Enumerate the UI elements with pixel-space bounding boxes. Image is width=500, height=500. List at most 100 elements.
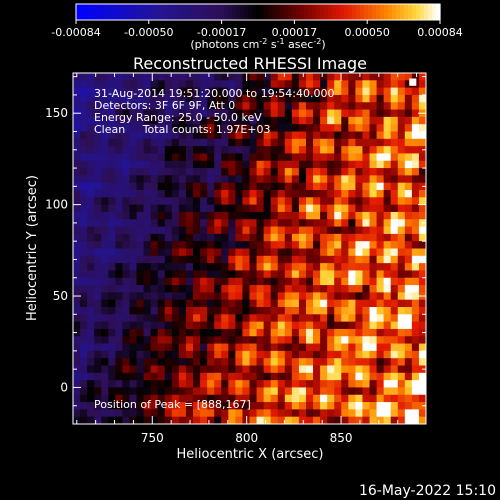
heatmap-cell [298, 87, 307, 96]
heatmap-cell [369, 190, 378, 198]
heatmap-cell [101, 350, 109, 359]
heatmap-cell [185, 343, 194, 352]
heatmap-cell [115, 307, 123, 315]
heatmap-cell [305, 328, 314, 337]
heatmap-cell [390, 336, 399, 345]
heatmap-cell [73, 394, 81, 403]
heatmap-cell [235, 168, 243, 176]
heatmap-cell [207, 80, 215, 89]
heatmap-cell [411, 241, 420, 249]
heatmap-cell [376, 292, 385, 301]
heatmap-cell [122, 219, 130, 228]
heatmap-cell [397, 307, 406, 315]
heatmap-cell [143, 328, 152, 337]
heatmap-cell [214, 94, 222, 103]
colorbar-cell [292, 4, 297, 20]
heatmap-cell [277, 109, 286, 118]
heatmap-cell [108, 109, 116, 118]
heatmap-cell [129, 402, 138, 410]
heatmap-cell [242, 270, 250, 279]
heatmap-cell [80, 299, 88, 308]
heatmap-cell [277, 402, 286, 410]
heatmap-cell [418, 94, 427, 103]
colorbar-cell [332, 4, 337, 20]
heatmap-cell [362, 102, 371, 111]
heatmap-cell [207, 255, 215, 264]
heatmap-cell [284, 175, 293, 184]
heatmap-cell [263, 365, 272, 374]
heatmap-cell [164, 73, 173, 81]
heatmap-cell [256, 109, 265, 118]
heatmap-cell [256, 160, 265, 169]
heatmap-cell [404, 116, 413, 125]
heatmap-cell [136, 285, 145, 293]
heatmap-cell [383, 336, 392, 345]
heatmap-cell [411, 94, 420, 103]
heatmap-cell [313, 116, 321, 125]
heatmap-cell [171, 131, 180, 140]
heatmap-cell [256, 102, 265, 111]
heatmap-cell [298, 394, 307, 403]
heatmap-cell [284, 416, 293, 425]
heatmap-cell [214, 328, 222, 337]
heatmap-cell [108, 168, 116, 176]
heatmap-cell [157, 380, 166, 388]
heatmap-cell [313, 211, 321, 220]
heatmap-cell [178, 197, 187, 206]
heatmap-cell [418, 270, 427, 279]
heatmap-cell [320, 277, 328, 286]
heatmap-cell [256, 343, 265, 352]
colorbar-cell [88, 4, 93, 20]
heatmap-cell [164, 292, 173, 301]
heatmap-cell [397, 285, 406, 293]
heatmap-cell [221, 365, 229, 374]
heatmap-cell [178, 146, 187, 154]
colorbar-cell [364, 4, 369, 20]
heatmap-cell [136, 190, 145, 198]
heatmap-cell [320, 350, 328, 359]
heatmap-cell [404, 416, 413, 425]
heatmap-cell [404, 277, 413, 286]
heatmap-cell [305, 73, 314, 81]
heatmap-cell [108, 314, 116, 323]
heatmap-cell [178, 87, 187, 96]
heatmap-cell [115, 277, 123, 286]
y-axis-label: Heliocentric Y (arcsec) [25, 175, 40, 321]
heatmap-cell [298, 116, 307, 125]
heatmap-cell [150, 307, 159, 315]
heatmap-cell [94, 94, 102, 103]
heatmap-cell [108, 343, 116, 352]
heatmap-cell [291, 138, 300, 147]
heatmap-cell [397, 168, 406, 176]
heatmap-cell [108, 299, 116, 308]
heatmap-cell [263, 80, 272, 89]
heatmap-cell [397, 219, 406, 228]
x-tick-label: 750 [141, 431, 164, 445]
heatmap-cell [397, 211, 406, 220]
heatmap-cell [115, 219, 123, 228]
heatmap-cell [178, 175, 187, 184]
colorbar-cell [208, 4, 213, 20]
heatmap-cell [334, 372, 342, 381]
heatmap-cell [214, 387, 222, 396]
heatmap-cell [235, 233, 243, 242]
colorbar-cell [220, 4, 225, 20]
heatmap-cell [277, 328, 286, 337]
heatmap-cell [355, 314, 363, 323]
heatmap-cell [108, 350, 116, 359]
heatmap-cell [235, 277, 243, 286]
heatmap-cell [214, 394, 222, 403]
heatmap-cell [164, 124, 173, 132]
heatmap-cell [228, 80, 236, 89]
heatmap-cell [171, 314, 180, 323]
heatmap-cell [383, 109, 392, 118]
heatmap-cell [313, 416, 321, 425]
heatmap-cell [411, 328, 420, 337]
heatmap-cell [150, 124, 159, 132]
heatmap-cell [291, 87, 300, 96]
heatmap-cell [115, 321, 123, 330]
heatmap-cell [94, 292, 102, 301]
heatmap-cell [143, 394, 152, 403]
heatmap-cell [284, 263, 293, 271]
heatmap-cell [397, 277, 406, 286]
